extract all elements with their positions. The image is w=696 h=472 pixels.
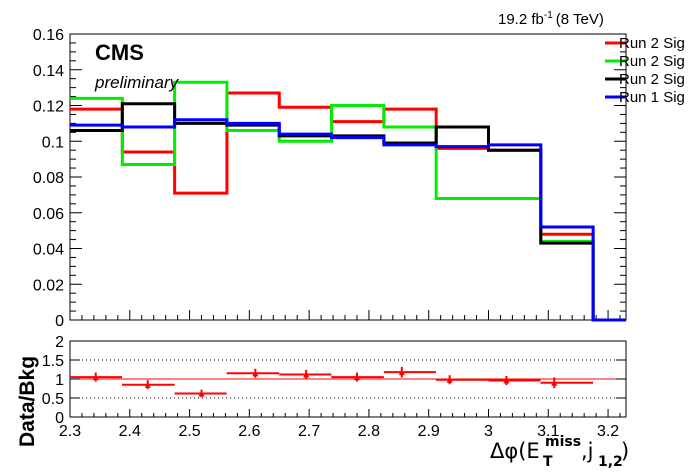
ratio-y-tick-label: 2 [55, 334, 64, 351]
ratio-x-tick-label: 3.1 [537, 423, 559, 440]
top-y-tick-label: 0.08 [33, 170, 64, 187]
preliminary-label: preliminary [94, 73, 180, 92]
ratio-x-tick-label: 2.7 [298, 423, 320, 440]
ratio-point-marker [398, 369, 405, 376]
histogram-series [70, 102, 626, 322]
ratio-point-marker [92, 374, 99, 381]
top-y-tick-label: 0.16 [33, 27, 64, 44]
top-y-tick-label: 0.06 [33, 206, 64, 223]
top-y-tick-label: 0.12 [33, 99, 64, 116]
ratio-y-axis: 0 0.5 1 1.5 2 [42, 334, 626, 427]
legend-entry-label: Run 1 Sig [619, 89, 685, 106]
cms-label: CMS [95, 40, 144, 65]
ratio-x-tick-label: 2.6 [238, 423, 260, 440]
ratio-x-tick-label: 2.3 [59, 423, 81, 440]
ratio-reference-lines [70, 359, 626, 399]
x-axis-title: Δφ(E T miss ,j 1,2 ) [490, 434, 629, 470]
ratio-y-tick-label: 1.5 [42, 353, 64, 370]
ratio-x-axis: 2.3 2.4 2.5 2.6 2.7 2.8 2.9 3 3.1 3.2 [59, 409, 621, 440]
ratio-points-group [70, 366, 594, 398]
x-axis-title-sub-t: T [543, 454, 553, 470]
top-y-axis: 0 0.02 0.04 0.06 0.08 0.1 0.12 0.14 0.16 [33, 27, 626, 330]
ratio-y-tick-label: 0 [55, 410, 64, 427]
ratio-point-marker [198, 390, 205, 397]
x-axis-title-sup-miss: miss [545, 434, 581, 450]
ratio-y-tick-label: 1 [55, 372, 64, 389]
x-axis-title-main: Δφ(E [490, 439, 540, 463]
ratio-x-tick-label: 2.9 [418, 423, 440, 440]
ratio-x-tick-label: 2.8 [358, 423, 380, 440]
top-y-tick-label: 0.04 [33, 242, 64, 259]
x-axis-title-close: ) [621, 439, 629, 463]
histogram-series [70, 80, 626, 322]
lumi-label: 19.2 fb-1 (8 TeV) [498, 10, 604, 28]
legend-entry-label: Run 2 Sig [619, 53, 685, 70]
histogram-series [70, 118, 626, 322]
ratio-point-marker [551, 379, 558, 386]
top-y-tick-label: 0.1 [42, 134, 64, 151]
top-y-tick-label: 0.02 [33, 277, 64, 294]
x-axis-title-jets: ,j [581, 439, 594, 463]
ratio-x-tick-label: 2.4 [119, 423, 141, 440]
top-series-group [70, 80, 626, 322]
top-y-tick-label: 0.14 [33, 63, 64, 80]
ratio-x-tick-label: 3 [484, 423, 493, 440]
ratio-point-marker [446, 376, 453, 383]
ratio-point-marker [252, 370, 259, 377]
ratio-x-tick-label: 3.2 [597, 423, 619, 440]
ratio-y-tick-label: 0.5 [42, 391, 64, 408]
top-y-tick-label: 0 [55, 313, 64, 330]
ratio-point-marker [144, 381, 151, 388]
legend-entry-label: Run 2 Sig [619, 71, 685, 88]
ratio-point-marker [303, 371, 310, 378]
ratio-y-axis-title: Data/Bkg [16, 356, 39, 447]
x-axis-title-sub-jets: 1,2 [598, 454, 623, 470]
ratio-point-marker [353, 374, 360, 381]
ratio-x-tick-label: 2.5 [178, 423, 200, 440]
legend-entry-label: Run 2 Sig [619, 35, 685, 52]
ratio-point-marker [503, 377, 510, 384]
